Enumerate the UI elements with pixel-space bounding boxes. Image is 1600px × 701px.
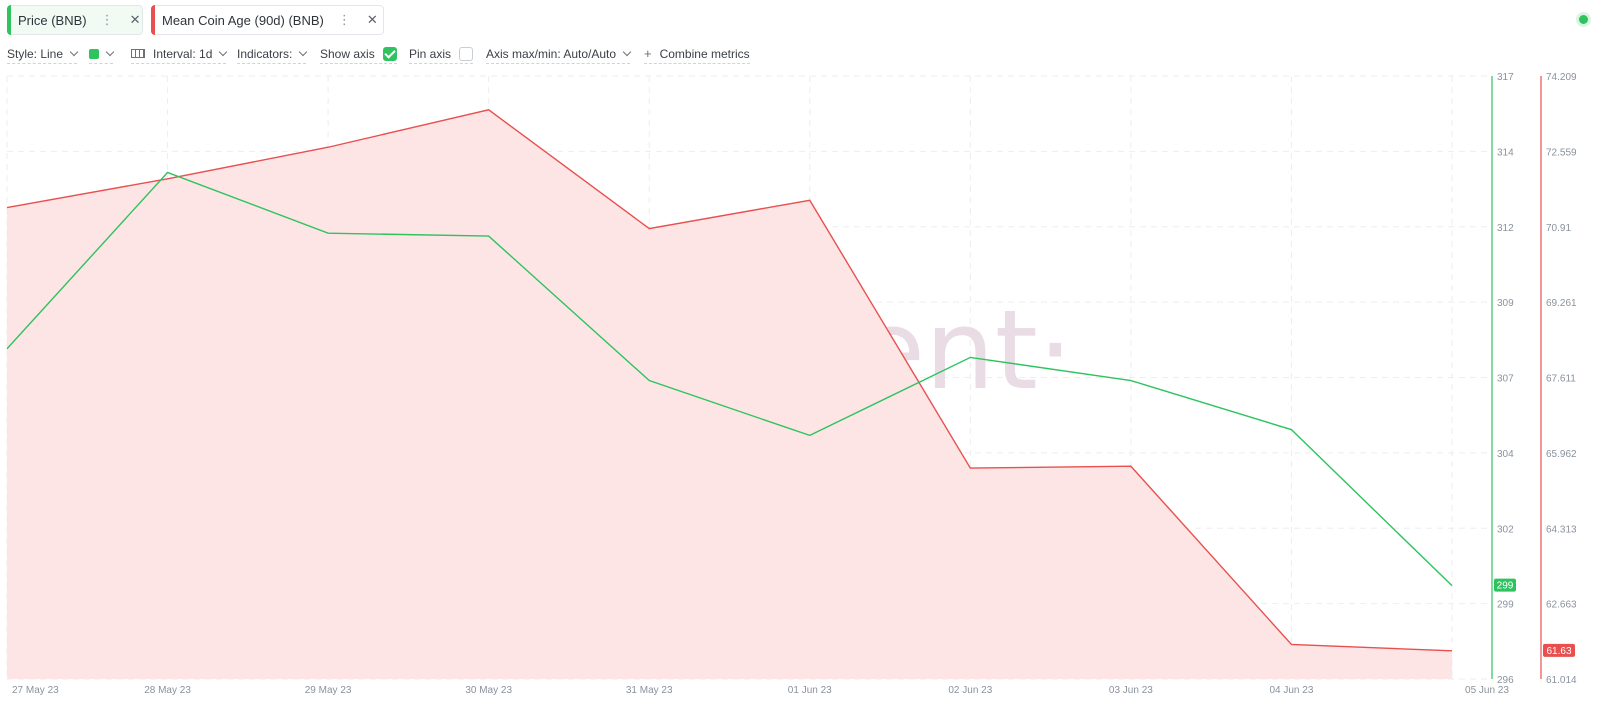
indicators-label: Indicators:: [237, 46, 293, 61]
price-axis-tick-label: 302: [1497, 524, 1514, 535]
price-line: [6, 171, 1453, 587]
coin-age-last-value-label: 61.63: [1546, 646, 1571, 657]
more-options-icon[interactable]: ⋮: [100, 12, 114, 27]
color-picker[interactable]: [89, 44, 115, 64]
coin-age-axis-tick-label: 69.261: [1546, 298, 1577, 309]
close-icon[interactable]: ✕: [366, 12, 378, 27]
coin-age-area: [7, 109, 1452, 679]
pin-axis-label: Pin axis: [409, 46, 452, 61]
coin-age-axis-tick-label: 72.559: [1546, 147, 1577, 158]
coin-age-axis-tick-label: 74.209: [1546, 72, 1577, 83]
indicators-dropdown[interactable]: Indicators:: [237, 44, 308, 64]
coin-age-axis-tick-label: 64.313: [1546, 524, 1577, 535]
show-axis-checkbox[interactable]: [382, 46, 397, 61]
price-axis-tick-label: 309: [1497, 298, 1514, 309]
coin-age-axis-tick-label: 61.014: [1546, 675, 1577, 686]
price-axis-tick-label: 296: [1497, 675, 1514, 686]
combine-metrics-button[interactable]: + Combine metrics: [644, 44, 750, 64]
tab-coin-age-accent: [151, 5, 155, 35]
price-axis-tick-label: 307: [1497, 374, 1514, 385]
x-axis-tick-label: 31 May 23: [626, 685, 673, 696]
pin-axis-checkbox[interactable]: [459, 46, 474, 61]
x-axis-tick-label: 05 Jun 23: [1465, 685, 1509, 696]
pin-axis-toggle[interactable]: Pin axis: [409, 44, 474, 64]
more-options-icon[interactable]: ⋮: [337, 12, 351, 27]
coin-age-axis-tick-label: 65.962: [1546, 449, 1577, 460]
price-axis-tick-label: 314: [1497, 147, 1514, 158]
show-axis-toggle[interactable]: Show axis: [320, 44, 397, 64]
live-status-icon: [1579, 15, 1588, 24]
axes-layer: 317 314 312 309 307 304 302 299 296 74.209 72.559 7…: [1491, 72, 1577, 686]
price-axis-tick-label: 312: [1497, 223, 1514, 234]
interval-label: Interval: 1d: [153, 46, 213, 61]
style-dropdown[interactable]: Style: Line: [7, 44, 79, 64]
x-axis-tick-label: 03 Jun 23: [1109, 685, 1153, 696]
x-axis-tick-label: 04 Jun 23: [1269, 685, 1313, 696]
x-axis-tick-label: 01 Jun 23: [788, 685, 832, 696]
series-layer: [6, 109, 1453, 679]
price-last-value-label: 299: [1497, 581, 1514, 592]
tab-price-label: Price (BNB): [18, 12, 87, 28]
plus-icon: +: [644, 46, 652, 61]
axis-maxmin-dropdown[interactable]: Axis max/min: Auto/Auto: [486, 44, 632, 64]
close-icon[interactable]: ✕: [129, 12, 141, 27]
ruler-icon: [131, 49, 145, 58]
price-axis-tick-label: 317: [1497, 72, 1514, 83]
x-axis-tick-label: 27 May 23: [12, 685, 59, 696]
x-axis-tick-label: 30 May 23: [465, 685, 512, 696]
tab-mean-coin-age[interactable]: Mean Coin Age (90d) (BNB) ⋮ ✕: [151, 5, 384, 35]
coin-age-axis-tick-label: 67.611: [1546, 374, 1576, 385]
x-axis-tick-label: 29 May 23: [305, 685, 352, 696]
x-axis-tick-label: 28 May 23: [144, 685, 191, 696]
show-axis-label: Show axis: [320, 46, 375, 61]
tab-price-bnb[interactable]: Price (BNB) ⋮ ✕: [7, 5, 143, 35]
tab-coin-age-label: Mean Coin Age (90d) (BNB): [162, 12, 324, 28]
axis-maxmin-label: Axis max/min: Auto/Auto: [486, 46, 617, 61]
coin-age-line: [6, 109, 1453, 652]
color-swatch-icon: [89, 48, 99, 59]
price-last-value-badge: [1494, 578, 1516, 592]
tab-price-accent: [7, 5, 11, 35]
coin-age-last-value-badge: [1543, 643, 1575, 657]
interval-dropdown[interactable]: Interval: 1d: [131, 44, 228, 64]
style-label: Style: Line: [7, 46, 64, 61]
combine-metrics-label: Combine metrics: [659, 46, 750, 61]
price-axis-tick-label: 304: [1497, 449, 1514, 460]
coin-age-axis-tick-label: 62.663: [1546, 600, 1577, 611]
x-axis-tick-label: 02 Jun 23: [948, 685, 992, 696]
coin-age-axis-tick-label: 70.91: [1546, 223, 1571, 234]
price-axis-tick-label: 299: [1497, 600, 1514, 611]
x-axis-labels: 27 May 23 28 May 23 29 May 23 30 May 23 31 M…: [12, 685, 1509, 696]
